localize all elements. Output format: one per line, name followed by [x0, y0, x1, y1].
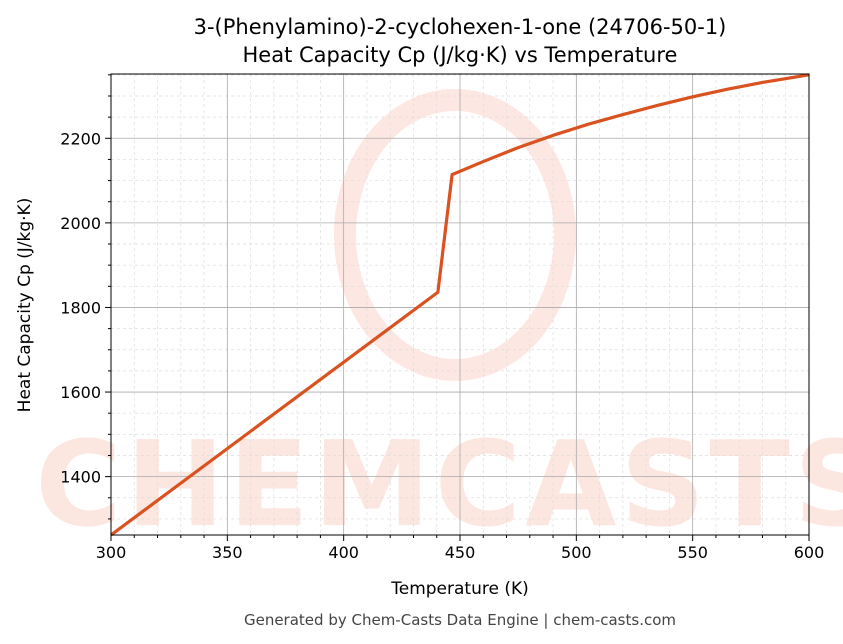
x-tick-label: 550	[677, 543, 708, 562]
y-tick-label: 1800	[60, 298, 101, 317]
series-line-cp	[110, 73, 810, 537]
y-axis-label: Heat Capacity Cp (J/kg·K)	[15, 198, 35, 413]
x-tick-label: 500	[561, 543, 592, 562]
x-axis-label: Temperature (K)	[390, 579, 529, 599]
footer-credit: Generated by Chem-Casts Data Engine | ch…	[244, 611, 676, 629]
y-tick-label: 1400	[60, 468, 101, 487]
x-tick-label: 400	[328, 543, 359, 562]
y-tick-label: 2000	[60, 214, 101, 233]
x-tick-label: 600	[794, 543, 825, 562]
x-tick-label: 350	[212, 543, 243, 562]
svg-text:CHEMCASTS: CHEMCASTS	[35, 415, 843, 553]
y-tick-label: 2200	[60, 129, 101, 148]
chart-subtitle: Heat Capacity Cp (J/kg·K) vs Temperature	[243, 43, 678, 67]
plot-frame	[110, 73, 810, 536]
x-tick-label: 450	[445, 543, 476, 562]
chart-title: 3-(Phenylamino)-2-cyclohexen-1-one (2470…	[194, 15, 727, 39]
y-tick-label: 1600	[60, 383, 101, 402]
x-tick-label: 300	[96, 543, 127, 562]
watermark-logo: CHEMCASTS	[35, 89, 843, 553]
